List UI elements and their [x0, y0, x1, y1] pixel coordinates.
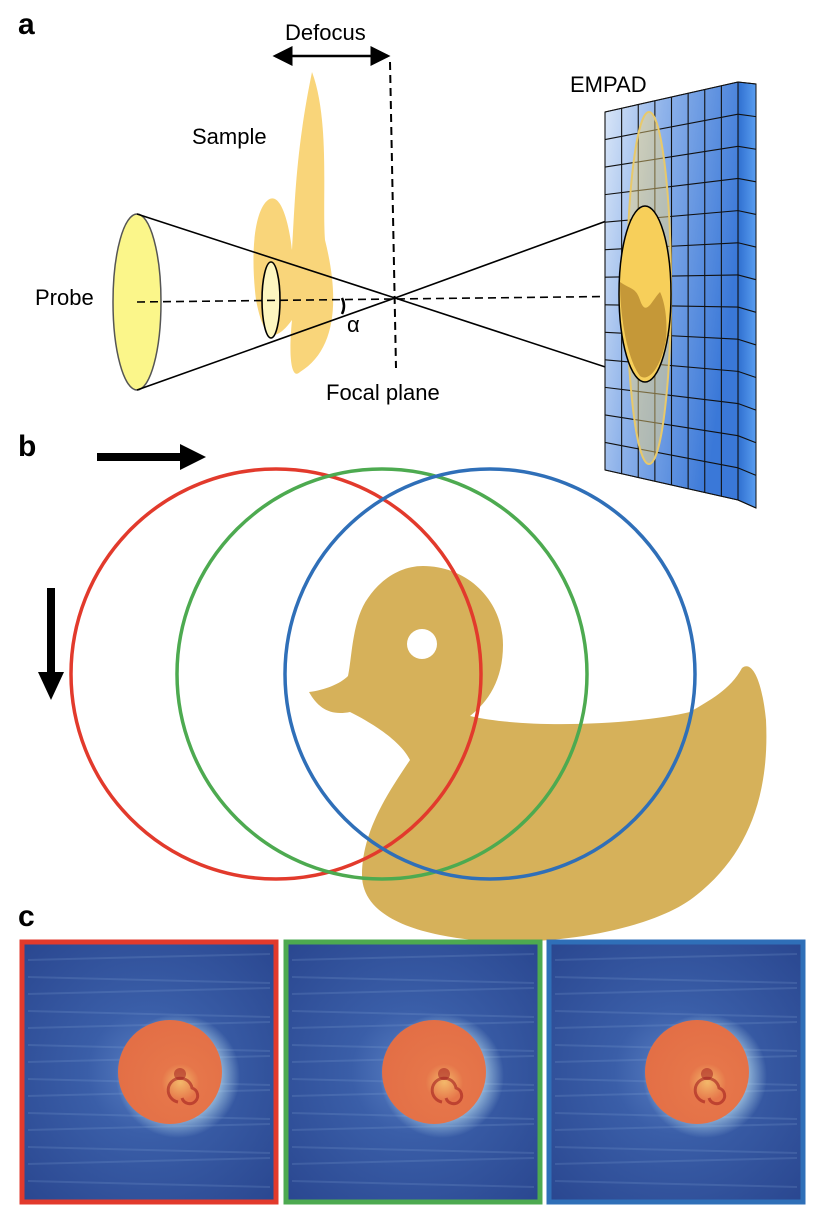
speckle-streak: [27, 987, 271, 995]
speckle-streak: [291, 953, 535, 961]
speckle-streak: [554, 1157, 798, 1165]
panel-a-letter: a: [18, 8, 35, 41]
detector-grid-side: [737, 177, 757, 183]
sample-label: Sample: [192, 124, 267, 149]
detector-grid-side: [737, 145, 757, 150]
panel-b-letter: b: [18, 430, 36, 463]
diffraction-frame-blue: [546, 939, 806, 1205]
scan-arrow-right: [97, 444, 206, 470]
detector-grid-side: [737, 210, 757, 215]
probe-position-green: [175, 467, 589, 881]
detector-grid-side: [737, 499, 757, 509]
beam-bottom-line: [394, 297, 646, 381]
speckle-streak: [27, 1157, 271, 1165]
focal-plane-label: Focal plane: [326, 380, 440, 405]
alpha-label: α: [347, 312, 360, 337]
panel-c-letter: c: [18, 900, 35, 933]
disk-fringe: [430, 1076, 464, 1106]
speckle-streak: [554, 1010, 798, 1018]
diffraction-frame-green: [283, 939, 543, 1205]
speckle-streak: [291, 976, 535, 984]
disk-fringe: [693, 1076, 727, 1106]
probe-position-red: [69, 467, 483, 881]
detector-grid-side: [737, 81, 757, 85]
detector-grid-side: [737, 435, 757, 444]
cone-bottom-line: [136, 297, 396, 391]
speckle-streak: [554, 987, 798, 995]
cone-top-line: [136, 213, 396, 299]
probe-position-blue: [283, 467, 697, 881]
detector-grid-side: [737, 403, 757, 411]
speckle-streak: [291, 1146, 535, 1154]
optical-axis: [136, 295, 651, 303]
disk-feature: [701, 1068, 713, 1080]
defocus-label: Defocus: [285, 20, 366, 45]
speckle-streak: [27, 1010, 271, 1018]
speckle-streak: [554, 976, 798, 984]
focal-plane-line: [389, 61, 397, 369]
probe-label: Probe: [35, 285, 94, 310]
frame-border: [283, 939, 543, 1205]
panel-c: c: [18, 900, 806, 1205]
panel-a: a Defocus Sample Probe Focal plane α: [18, 8, 757, 509]
speckle-streak: [554, 1180, 798, 1188]
detector-grid-side: [737, 274, 757, 281]
duck-silhouette: [309, 566, 767, 942]
speckle-streak: [554, 953, 798, 961]
bright-field-disk: [645, 1020, 749, 1124]
speckle-streak: [27, 976, 271, 984]
detector-grid-side: [737, 467, 757, 476]
speckle-streak: [27, 953, 271, 961]
diffraction-frame-red: [19, 939, 279, 1205]
disk-feature: [438, 1068, 450, 1080]
beam-top-line: [394, 206, 646, 299]
bright-field-disk: [382, 1020, 486, 1124]
speckle-streak: [291, 1157, 535, 1165]
speckle-streak: [291, 987, 535, 995]
panel-b: b: [18, 430, 767, 942]
disk-feature: [174, 1068, 186, 1080]
detector-grid-side: [737, 370, 757, 379]
frame-border: [19, 939, 279, 1205]
empad-detector: [604, 81, 757, 509]
frame-border: [546, 939, 806, 1205]
disk-fringe: [166, 1076, 200, 1106]
bright-field-disk: [118, 1020, 222, 1124]
speckle-streak: [291, 1180, 535, 1188]
speckle-streak: [554, 1146, 798, 1154]
speckle-streak: [27, 1146, 271, 1154]
speckle-streak: [291, 1010, 535, 1018]
scan-arrow-down: [38, 588, 64, 700]
speckle-streak: [27, 1180, 271, 1188]
sample-shadow: [620, 282, 667, 378]
alpha-angle-arc: [340, 297, 346, 315]
detector-grid-side: [737, 306, 757, 313]
detector-grid-side: [737, 113, 757, 118]
detector-grid-side: [737, 338, 757, 346]
detector-grid-side: [737, 242, 757, 248]
empad-label: EMPAD: [570, 72, 647, 97]
